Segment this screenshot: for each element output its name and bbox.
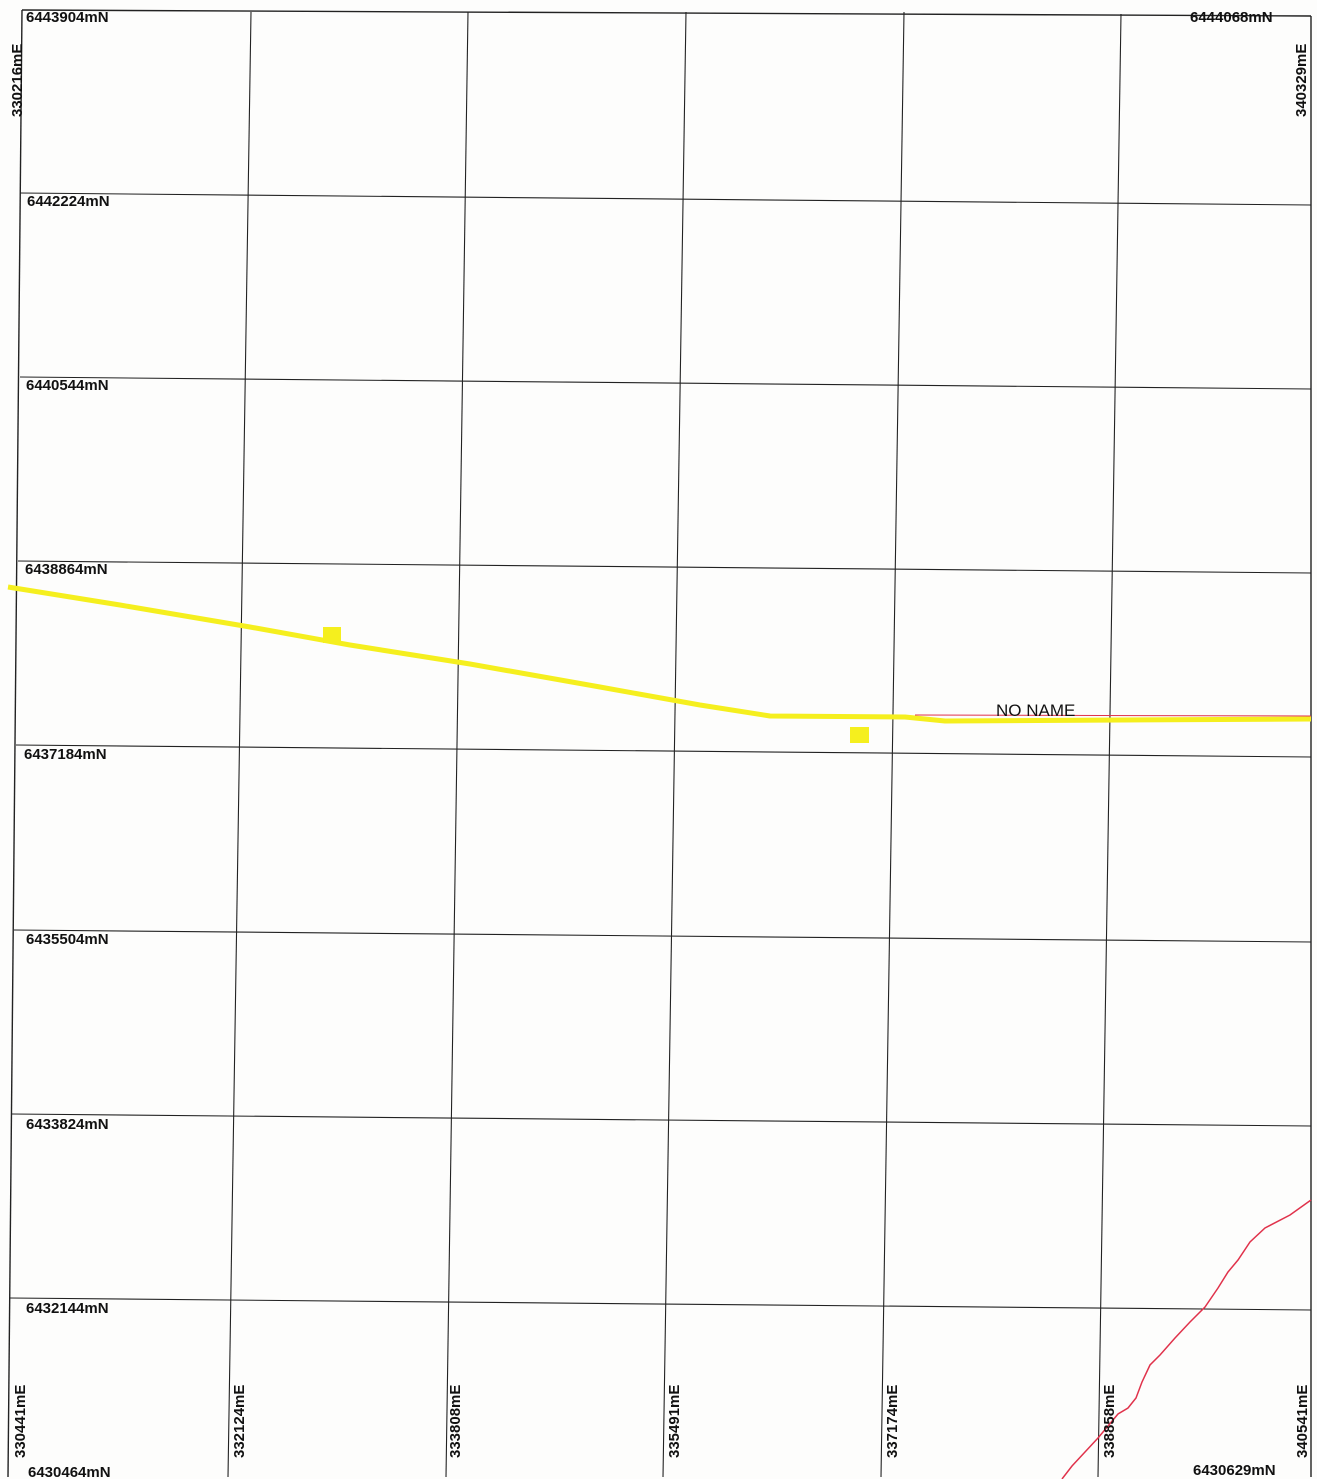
easting-gridline bbox=[1097, 13, 1122, 1478]
easting-label: 340541mE bbox=[1294, 1385, 1311, 1458]
easting-label: 330441mE bbox=[12, 1385, 29, 1458]
easting-gridline bbox=[662, 11, 687, 1478]
easting-label: 333808mE bbox=[447, 1385, 464, 1458]
easting-label: 335491mE bbox=[666, 1385, 683, 1458]
map-frame bbox=[7, 9, 1312, 1478]
northing-gridline bbox=[17, 560, 1312, 574]
northing-label: 6442224mN bbox=[27, 193, 110, 210]
northing-label: 6435504mN bbox=[26, 931, 109, 948]
northing-gridline bbox=[19, 192, 1312, 206]
easting-gridline bbox=[880, 11, 905, 1478]
northing-label: 6438864mN bbox=[25, 561, 108, 578]
road-feature-marker bbox=[850, 727, 869, 743]
road-edge-red bbox=[914, 714, 1312, 717]
easting-gridline bbox=[227, 11, 252, 1478]
northing-label: 6440544mN bbox=[26, 377, 109, 394]
northing-label: 6430629mN bbox=[1193, 1462, 1276, 1479]
road-line bbox=[7, 584, 1312, 724]
easting-label: 338858mE bbox=[1101, 1385, 1118, 1458]
northing-gridline bbox=[9, 1297, 1312, 1311]
frame-top-edge bbox=[21, 9, 1312, 17]
northing-label: 6432144mN bbox=[26, 1300, 109, 1317]
easting-label: 330216mE bbox=[9, 44, 26, 117]
northing-label: 6437184mN bbox=[24, 746, 107, 763]
northing-gridline bbox=[15, 744, 1312, 758]
northing-gridline bbox=[19, 376, 1312, 390]
northing-gridline bbox=[11, 1113, 1312, 1127]
northing-label: 6443904mN bbox=[26, 9, 109, 26]
grid-lines bbox=[9, 11, 1312, 1478]
road-name-label: NO NAME bbox=[996, 701, 1075, 720]
northing-label: 6444068mN bbox=[1190, 9, 1273, 26]
northing-label: 6433824mN bbox=[26, 1116, 109, 1133]
northing-label: 6430464mN bbox=[28, 1464, 111, 1479]
easting-gridline bbox=[445, 11, 469, 1478]
northing-gridline bbox=[13, 929, 1312, 943]
easting-label: 340329mE bbox=[1293, 44, 1310, 117]
easting-label: 337174mE bbox=[884, 1385, 901, 1458]
easting-label: 332124mE bbox=[231, 1385, 248, 1458]
boundary-line bbox=[1061, 1199, 1312, 1479]
road-feature-marker bbox=[323, 627, 341, 643]
frame-left-edge bbox=[7, 9, 23, 1478]
